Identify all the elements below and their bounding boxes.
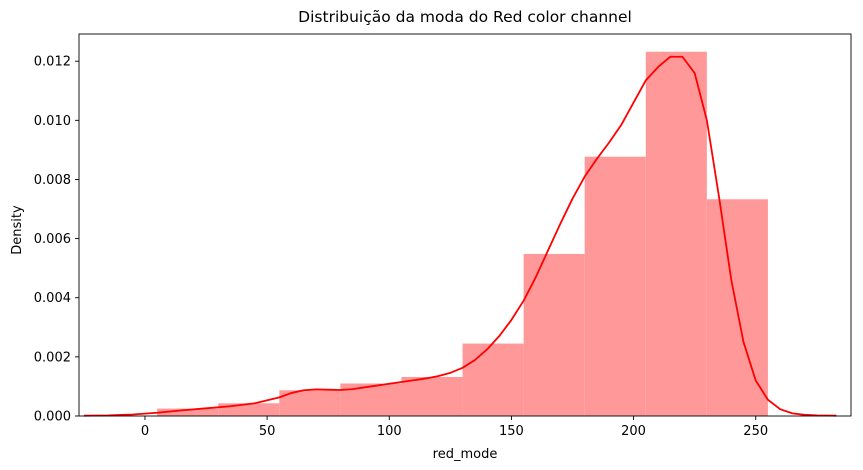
x-tick-label: 250 xyxy=(743,424,768,439)
histogram-bar xyxy=(218,403,280,416)
y-tick-label: 0.006 xyxy=(34,232,71,247)
histogram-bar xyxy=(462,343,524,416)
kde-curve xyxy=(83,55,837,417)
y-axis-label: Density xyxy=(10,205,25,255)
y-tick-label: 0.012 xyxy=(34,55,71,70)
x-tick-label: 200 xyxy=(621,424,646,439)
histogram-bar xyxy=(584,156,646,416)
x-axis-label: red_mode xyxy=(433,447,498,462)
y-tick-label: 0.002 xyxy=(34,350,71,365)
histogram-bar xyxy=(523,253,585,416)
axes-frame xyxy=(78,33,852,417)
x-axis-ticks: 0 50 100 150 200 250 xyxy=(141,416,768,439)
chart-title: Distribuição da moda do Red color channe… xyxy=(298,8,632,26)
kde-curve-group xyxy=(83,55,837,417)
plot-frame xyxy=(78,33,852,417)
histogram-bar xyxy=(340,383,402,416)
histogram-bars xyxy=(157,51,768,417)
x-tick-label: 150 xyxy=(499,424,524,439)
x-tick-label: 0 xyxy=(141,424,149,439)
y-tick-label: 0.004 xyxy=(34,291,71,306)
histogram-bar xyxy=(645,51,707,417)
x-tick-label: 100 xyxy=(377,424,402,439)
y-axis-ticks: 0.000 0.002 0.004 0.006 0.008 0.010 0.012 xyxy=(34,55,79,425)
y-tick-label: 0.010 xyxy=(34,114,71,129)
histogram-bar xyxy=(401,376,463,416)
y-tick-label: 0.008 xyxy=(34,173,71,188)
x-tick-label: 50 xyxy=(259,424,276,439)
y-tick-label: 0.000 xyxy=(34,410,71,425)
histogram-bar xyxy=(157,408,219,416)
